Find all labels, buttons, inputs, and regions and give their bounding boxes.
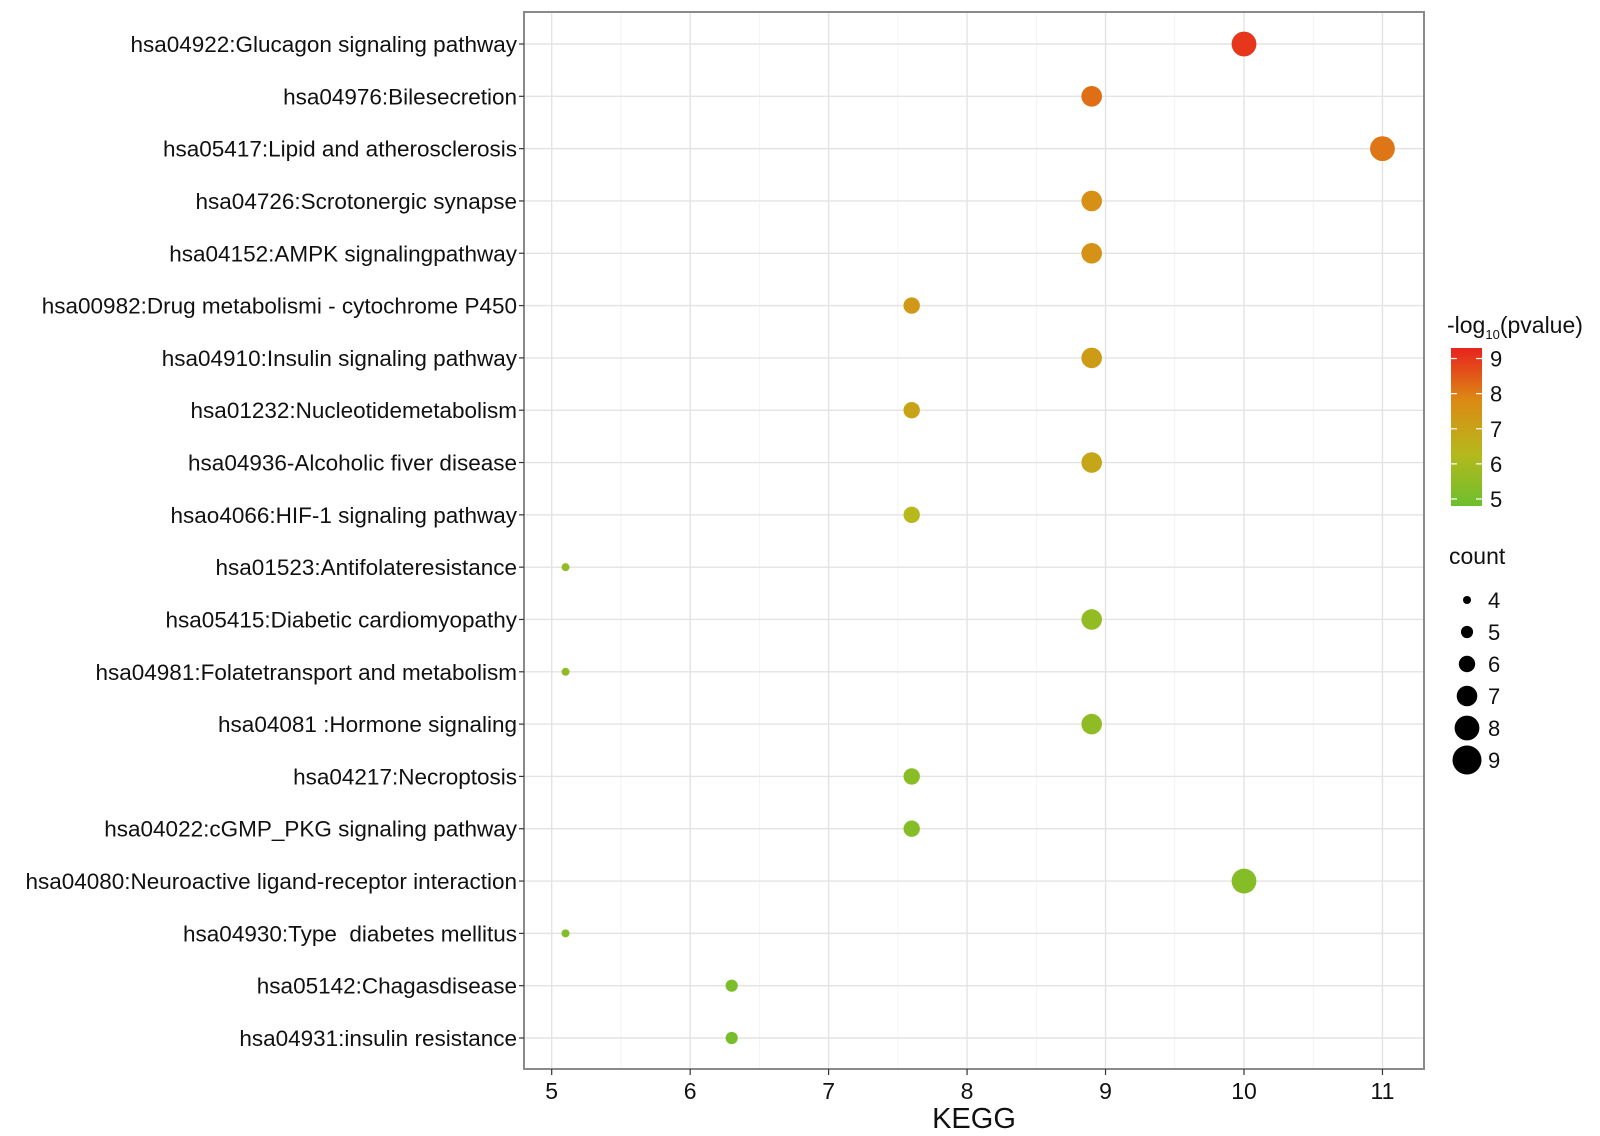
y-tick-label: hsa04936-Alcoholic fiver disease (188, 451, 517, 476)
y-tick-label: hsa04726:Scrotonergic synapse (196, 189, 517, 214)
data-point (903, 402, 920, 419)
size-legend: count 4 5 6 7 8 9 (1449, 543, 1506, 775)
x-tick-label: 6 (684, 1078, 697, 1104)
x-axis-title: KEGG (932, 1103, 1016, 1135)
size-legend-key (1458, 655, 1476, 673)
data-point (561, 929, 570, 938)
y-tick-label: hsao4066:HIF-1 signaling pathway (171, 503, 518, 528)
data-point (1081, 609, 1102, 630)
data-points (561, 31, 1395, 1045)
data-point (1370, 136, 1395, 162)
size-legend-key (1456, 685, 1478, 707)
size-legend-key (1452, 745, 1482, 775)
data-point (1081, 190, 1102, 212)
color-legend-title: -log10(pvalue) (1447, 312, 1583, 342)
data-point (1231, 868, 1257, 894)
y-tick-label: hsa05417:Lipid and atherosclerosis (163, 137, 517, 162)
x-tick-label: 11 (1371, 1078, 1395, 1104)
x-tick-label: 5 (545, 1078, 558, 1104)
color-legend: -log10(pvalue) 9 8 7 6 5 (1447, 312, 1583, 512)
size-legend-title: count (1449, 543, 1506, 569)
x-tick-label: 10 (1231, 1078, 1257, 1104)
size-legend-label: 7 (1488, 684, 1500, 709)
data-point (1081, 452, 1102, 473)
color-legend-bar (1451, 348, 1482, 506)
data-point (561, 563, 570, 572)
data-point (903, 820, 920, 837)
y-tick-label: hsa04930:Type diabetes mellitus (183, 921, 517, 946)
data-point (1081, 713, 1102, 735)
y-tick-label: hsa05142:Chagasdisease (257, 974, 517, 999)
size-legend-key (1460, 625, 1474, 639)
y-tick-label: hsa01523:Antifolateresistance (216, 555, 517, 580)
y-tick-label: hsa01232:Nucleotidemetabolism (191, 398, 517, 423)
color-legend-label: 5 (1490, 487, 1502, 512)
size-legend-label: 5 (1488, 620, 1500, 645)
data-point (1231, 31, 1257, 57)
size-legend-label: 8 (1488, 716, 1500, 741)
data-point (725, 979, 738, 992)
grid-lines (524, 12, 1424, 1069)
y-tick-label: hsa04081 :Hormone signaling (218, 712, 517, 737)
y-tick-label: hsa05415:Diabetic cardiomyopathy (166, 607, 518, 632)
x-tick-label: 8 (961, 1078, 974, 1104)
y-tick-label: hsa04910:Insulin signaling pathway (162, 346, 518, 371)
y-tick-label: hsa04976:Bilesecretion (283, 84, 517, 109)
data-point (1081, 242, 1102, 264)
x-tick-label: 9 (1099, 1078, 1112, 1104)
size-legend-key (1454, 715, 1480, 741)
size-legend-key (1463, 596, 1471, 604)
data-point (561, 667, 570, 676)
y-axis: hsa04922:Glucagon signaling pathway hsa04… (25, 32, 524, 1051)
data-point (903, 506, 920, 524)
x-tick-label: 7 (822, 1078, 835, 1104)
y-tick-label: hsa04922:Glucagon signaling pathway (130, 32, 517, 57)
y-tick-label: hsa04080:Neuroactive ligand-receptor int… (25, 869, 517, 894)
plot-panel (524, 12, 1424, 1069)
color-legend-label: 8 (1490, 382, 1502, 407)
y-tick-label: hsa04152:AMPK signalingpathway (169, 241, 517, 266)
size-legend-label: 9 (1488, 748, 1500, 773)
plot-border (523, 11, 1425, 1070)
color-legend-label: 7 (1490, 417, 1502, 442)
data-point (903, 297, 920, 314)
data-point (725, 1031, 738, 1045)
size-legend-label: 4 (1488, 588, 1500, 613)
color-legend-label: 9 (1490, 347, 1502, 372)
y-tick-label: hsa04217:Necroptosis (293, 764, 517, 789)
y-tick-label: hsa04931:insulin resistance (239, 1026, 517, 1051)
size-legend-label: 6 (1488, 652, 1500, 677)
y-tick-label: hsa00982:Drug metabolismi - cytochrome P… (42, 294, 517, 319)
color-legend-label: 6 (1490, 452, 1502, 477)
x-axis: 5 6 7 8 9 10 11 (545, 1069, 1394, 1104)
data-point (903, 768, 920, 785)
data-point (1081, 347, 1102, 369)
data-point (1081, 86, 1102, 107)
y-tick-label: hsa04981:Folatetransport and metabolism (95, 660, 517, 685)
y-tick-label: hsa04022:cGMP_PKG signaling pathway (104, 817, 517, 842)
